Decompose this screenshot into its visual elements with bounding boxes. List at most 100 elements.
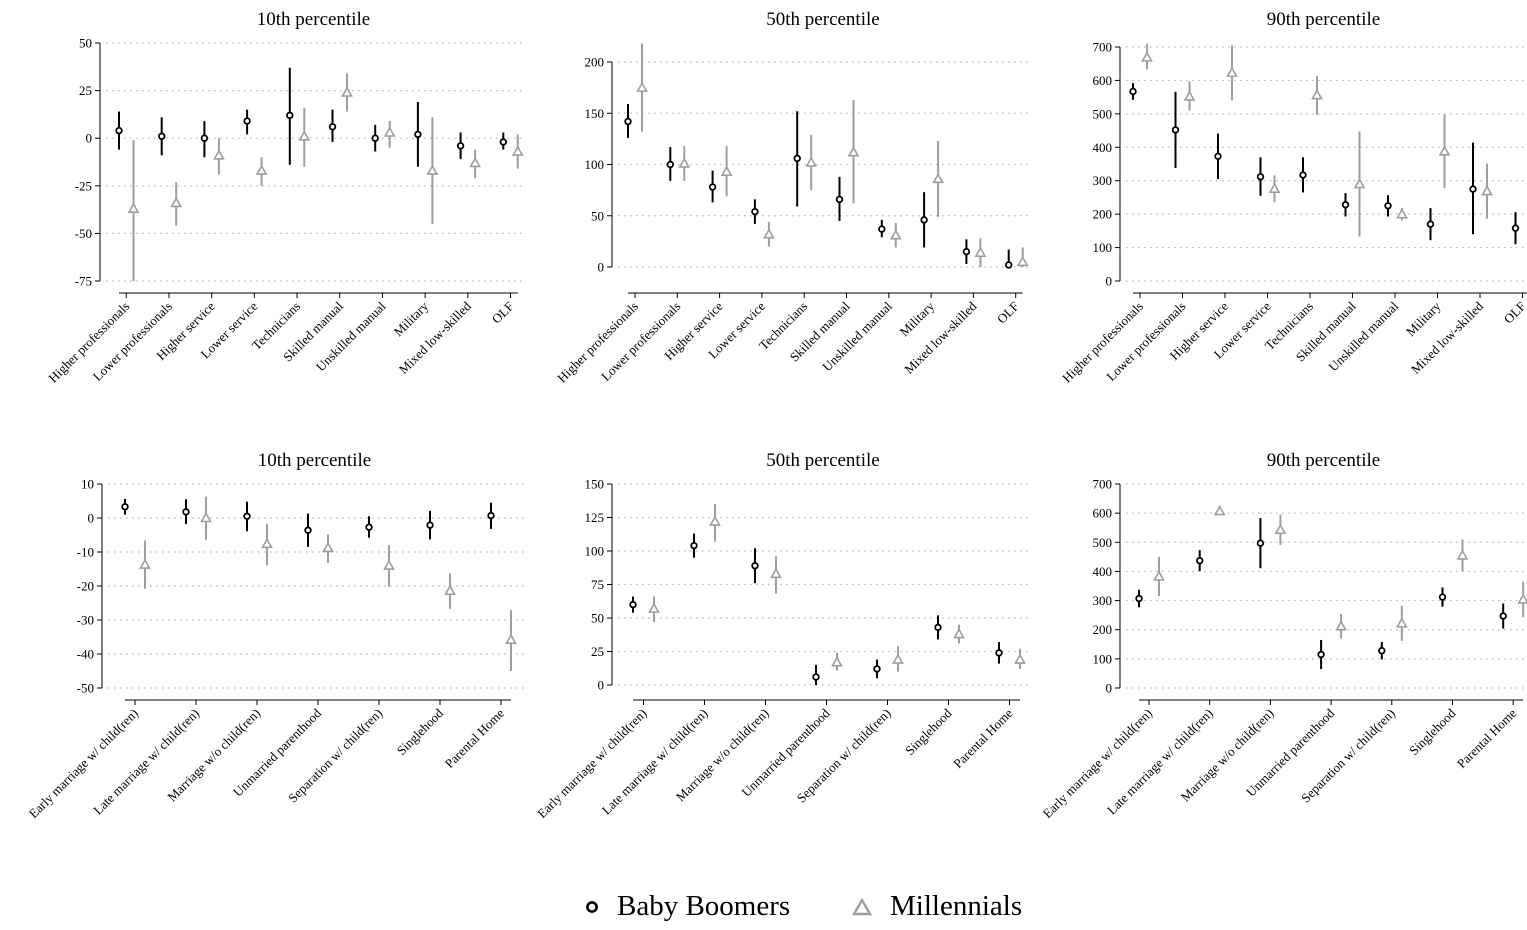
millennials-point <box>1517 593 1527 604</box>
panel-title: 50th percentile <box>766 450 879 471</box>
y-tick-label: 400 <box>1093 564 1113 579</box>
y-tick-label: 125 <box>585 510 605 525</box>
boomers-point <box>243 512 251 520</box>
boomers-point <box>1384 202 1392 210</box>
legend-item-millennials: Millennials <box>852 890 1022 923</box>
legend-boomers-label: Baby Boomers <box>617 890 791 922</box>
millennials-point <box>341 86 353 97</box>
millennials-point <box>1335 620 1347 631</box>
panel-title: 50th percentile <box>766 9 879 30</box>
x-tick-label: Late marriage w/ child(ren) <box>1104 706 1216 818</box>
boomers-point <box>371 134 379 142</box>
x-tick-label: Parental Home <box>442 705 508 771</box>
boomers-point <box>426 521 434 529</box>
y-tick-label: 100 <box>1093 651 1113 666</box>
y-tick-label: 25 <box>79 83 92 98</box>
millennials-point <box>974 246 987 257</box>
panel-title: 90th percentile <box>1267 450 1380 471</box>
millennials-point <box>953 627 965 639</box>
y-tick-label: 600 <box>1093 73 1113 88</box>
boomers-point <box>182 508 190 516</box>
x-tick-label: Mixed low-skilled <box>901 298 980 377</box>
y-tick-label: 0 <box>1106 681 1113 696</box>
millennials-point <box>1456 549 1469 560</box>
y-tick-label: 300 <box>1093 173 1113 188</box>
boomers-point <box>878 225 886 233</box>
boomers-point <box>1511 224 1520 232</box>
y-tick-label: 0 <box>1106 274 1113 289</box>
x-tick-label: OLF <box>1501 299 1527 327</box>
boomers-point <box>1129 87 1137 96</box>
millennials-point <box>505 633 517 645</box>
boomers-point <box>499 138 507 146</box>
millennials-point <box>1395 617 1408 628</box>
millennials-point <box>1153 570 1165 581</box>
millennials-point <box>444 584 456 596</box>
boomers-point <box>873 665 881 673</box>
boomers-point <box>1438 593 1447 601</box>
boomers-point <box>812 673 820 681</box>
boomers-point <box>304 526 312 534</box>
millennials-point <box>1213 504 1226 516</box>
boomers-point <box>286 111 294 120</box>
boomers-point <box>121 503 129 511</box>
millennials-point <box>127 202 140 213</box>
boomers-point <box>1299 171 1307 179</box>
boomers-point <box>934 623 942 632</box>
panel-6: 90th percentile 700 600 500 400 300 200 100 0 Ear… <box>1040 450 1527 821</box>
y-tick-label: 50 <box>591 611 604 626</box>
boomers-point <box>487 511 495 520</box>
millennials-point <box>298 130 311 141</box>
x-tick-label: Parental Home <box>1454 705 1520 771</box>
boomers-point <box>624 117 632 126</box>
millennials-point <box>805 156 818 167</box>
y-tick-label: 400 <box>1093 140 1113 155</box>
y-tick-label: 0 <box>598 678 605 693</box>
millennials-point <box>383 559 395 570</box>
panel-1: 10th percentile 50 25 0 -25 -50 -75 Higher prof… <box>45 9 525 385</box>
y-tick-label: -75 <box>75 274 92 289</box>
boomers-point <box>456 142 465 150</box>
x-tick-label: Higher professionals <box>45 299 132 386</box>
millennials-point <box>1226 66 1238 78</box>
boomers-point <box>243 117 251 125</box>
boomers-point <box>328 123 337 131</box>
y-tick-label: 0 <box>88 511 95 526</box>
boomers-point <box>1214 152 1222 161</box>
x-tick-label: Military <box>1403 298 1444 339</box>
x-tick-label: Early marriage w/ child(ren) <box>1040 706 1156 822</box>
boomers-point <box>1378 646 1386 655</box>
y-tick-label: 500 <box>1093 535 1113 550</box>
boomers-point <box>157 132 166 140</box>
x-tick-label: Higher professionals <box>1059 299 1146 386</box>
panel-title: 90th percentile <box>1267 9 1380 30</box>
y-tick-label: 200 <box>585 55 605 70</box>
y-tick-label: 150 <box>585 477 605 492</box>
y-tick-label: 100 <box>585 544 605 559</box>
millennials-point <box>648 602 660 613</box>
boomers-point <box>690 541 698 550</box>
boomers-point <box>1256 173 1265 181</box>
boomers-point <box>1135 594 1143 603</box>
x-tick-label: Early marriage w/ child(ren) <box>534 706 650 822</box>
boomers-point <box>115 126 123 135</box>
y-tick-label: 0 <box>86 131 93 146</box>
millennials-point <box>1014 653 1026 664</box>
millennials-point <box>1396 208 1408 219</box>
boomers-point <box>1195 556 1204 565</box>
x-tick-label: Late marriage w/ child(ren) <box>90 706 202 818</box>
millennials-point <box>709 515 721 526</box>
millennials-point <box>1183 90 1196 101</box>
panel-3: 90th percentile 700 600 500 400 300 200 100 0 Hig… <box>1059 9 1527 385</box>
millennials-point <box>678 157 691 168</box>
boomers-point <box>1317 650 1325 659</box>
y-tick-label: 500 <box>1093 106 1113 121</box>
y-tick-label: -50 <box>77 681 94 696</box>
millennials-point <box>426 164 439 175</box>
millennials-point <box>1016 255 1029 267</box>
x-tick-label: Parental Home <box>950 705 1016 771</box>
millennials-point <box>763 228 775 239</box>
x-tick-label: Singlehood <box>394 705 447 758</box>
boomers-point <box>1005 261 1013 269</box>
